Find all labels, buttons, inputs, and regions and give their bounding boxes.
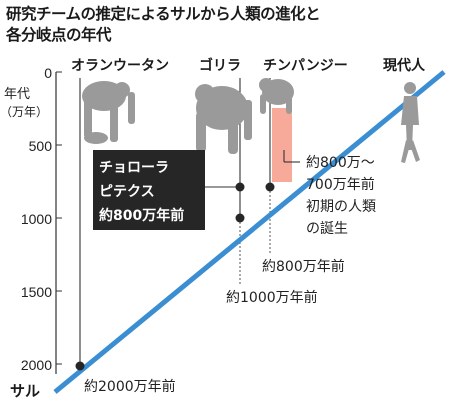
gorilla-label: ゴリラ — [199, 57, 241, 74]
callout-line-1: チョローラ — [99, 160, 169, 176]
title-line-1: 研究チームの推定によるサルから人類の進化と — [6, 5, 321, 23]
human-silhouette-icon — [401, 82, 420, 163]
gorilla-branch-point — [235, 213, 245, 223]
axis-label-line-2: （万年） — [0, 105, 48, 119]
tick-label-0: 0 — [44, 65, 52, 81]
tick-label-1500: 1500 — [21, 284, 52, 300]
chororapithecus-point — [235, 182, 245, 192]
gorilla-split-label: 約1000万年前 — [226, 289, 318, 306]
human-origin-line-2: 700万年前 — [306, 176, 375, 193]
title-line-2: 各分岐点の年代 — [6, 26, 112, 44]
callout-line-2: ピテクス — [99, 184, 155, 200]
diagram-title: 研究チームの推定によるサルから人類の進化と 各分岐点の年代 — [6, 4, 321, 46]
human-origin-line-1: 約800万～ — [306, 155, 375, 171]
ape-origin-label: 約2000万年前 — [84, 378, 176, 395]
chimp-split-label: 約800万年前 — [262, 258, 345, 275]
chimp-branch-point — [265, 182, 275, 192]
callout-line-3: 約800万年前 — [99, 207, 184, 224]
chororapithecus-callout — [93, 150, 205, 230]
tick-label-2000: 2000 — [21, 357, 52, 373]
main-evolution-line — [53, 70, 446, 394]
axis-label-line-1: 年代 — [4, 87, 30, 102]
orangutan-label: オランウータン — [71, 58, 169, 74]
y-axis-ticks — [56, 71, 62, 365]
chimpanzee-silhouette-icon — [259, 78, 294, 114]
human-label: 現代人 — [383, 57, 426, 74]
ape-origin-point — [75, 361, 85, 371]
chimp-label: チンパンジー — [263, 58, 348, 74]
human-origin-line-4: の誕生 — [306, 221, 348, 237]
human-origin-line-3: 初期の人類 — [306, 198, 376, 215]
gorilla-silhouette-icon — [195, 84, 252, 154]
human-origin-highlight — [272, 108, 292, 182]
tick-label-500: 500 — [29, 138, 53, 154]
monkey-label: サル — [10, 382, 40, 400]
tick-label-1000: 1000 — [21, 211, 52, 227]
orangutan-silhouette-icon — [82, 81, 135, 144]
